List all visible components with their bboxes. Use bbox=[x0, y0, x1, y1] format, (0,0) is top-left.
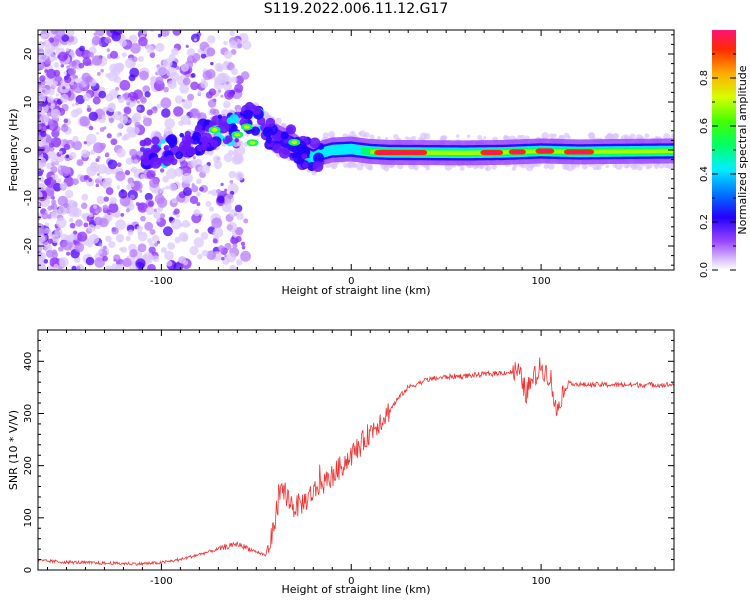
snr-x-tick-label: 0 bbox=[348, 576, 354, 587]
snr-y-tick-label: 200 bbox=[23, 456, 34, 475]
spectrogram-y-tick-label: -10 bbox=[23, 190, 34, 206]
colorbar-gradient bbox=[712, 30, 736, 270]
spectrogram-y-tick-label: 20 bbox=[23, 48, 34, 61]
snr-x-tick-label: 100 bbox=[532, 576, 551, 587]
spectrogram-x-tick-label: -100 bbox=[150, 276, 173, 287]
snr-series-line bbox=[38, 357, 674, 566]
colorbar-tick-label: 0.4 bbox=[699, 166, 710, 182]
snr-panel: -100 0 100 0 100 200 300 400 Height of straight… bbox=[7, 329, 675, 596]
snr-y-tick-label: 300 bbox=[23, 404, 34, 423]
colorbar-tick-label: 0.2 bbox=[699, 214, 710, 230]
snr-ticks: -100 0 100 0 100 200 300 400 bbox=[23, 329, 675, 587]
snr-y-axis-label: SNR (10 * V/V) bbox=[7, 410, 20, 490]
spectrogram-heatmap bbox=[38, 30, 674, 270]
snr-x-tick-label: -100 bbox=[150, 576, 173, 587]
snr-x-axis-label: Height of straight line (km) bbox=[281, 583, 430, 596]
spectrogram-x-tick-label: 100 bbox=[532, 276, 551, 287]
colorbar: 0.0 0.2 0.4 0.6 0.8 Normalized spectral ampl… bbox=[699, 30, 749, 278]
spectrogram-y-tick-label: 0 bbox=[23, 147, 34, 153]
colorbar-tick-label: 0.6 bbox=[699, 118, 710, 134]
snr-y-tick-label: 400 bbox=[23, 352, 34, 371]
spectrogram-y-tick-label: 10 bbox=[23, 96, 34, 109]
spectrogram-y-axis-label: Frequency (Hz) bbox=[7, 109, 20, 192]
colorbar-tick-label: 0.0 bbox=[699, 262, 710, 278]
chart-title: S119.2022.006.11.12.G17 bbox=[263, 1, 449, 17]
ridge-blobs bbox=[139, 101, 595, 172]
spectrogram-noise bbox=[38, 30, 252, 270]
snr-y-tick-label: 0 bbox=[23, 567, 34, 573]
spectrogram-x-tick-label: 0 bbox=[348, 276, 354, 287]
colorbar-label: Normalized spectral amplitude bbox=[736, 65, 749, 234]
spectrogram-x-axis-label: Height of straight line (km) bbox=[281, 284, 430, 297]
spectrogram-y-tick-label: -20 bbox=[23, 238, 34, 254]
snr-y-tick-label: 100 bbox=[23, 508, 34, 527]
snr-frame bbox=[37, 329, 675, 571]
colorbar-tick-label: 0.8 bbox=[699, 70, 710, 86]
colorbar-ticks: 0.0 0.2 0.4 0.6 0.8 bbox=[699, 53, 736, 278]
